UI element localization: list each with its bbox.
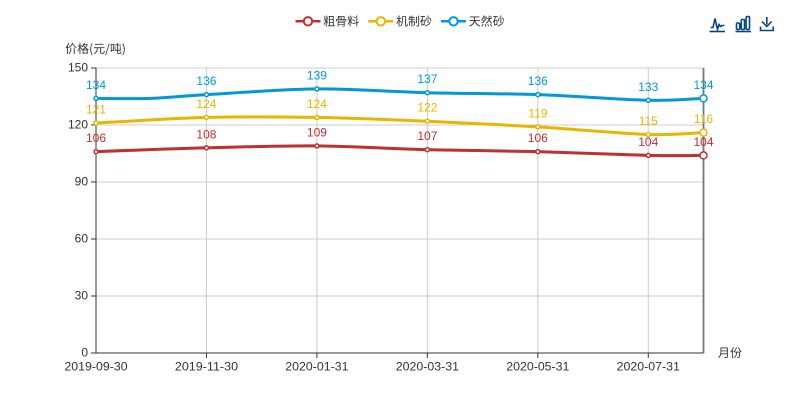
svg-text:107: 107 [417, 129, 437, 143]
svg-text:2020-01-31: 2020-01-31 [285, 360, 349, 374]
svg-text:30: 30 [75, 288, 89, 302]
svg-text:136: 136 [528, 74, 548, 88]
svg-text:108: 108 [196, 127, 216, 141]
svg-text:2020-05-31: 2020-05-31 [506, 360, 570, 374]
svg-text:134: 134 [693, 78, 713, 92]
svg-text:136: 136 [196, 74, 216, 88]
svg-text:124: 124 [196, 97, 216, 111]
svg-text:121: 121 [86, 103, 106, 117]
svg-text:139: 139 [307, 68, 327, 82]
svg-text:2020-03-31: 2020-03-31 [396, 360, 460, 374]
svg-text:150: 150 [68, 60, 88, 74]
svg-text:104: 104 [693, 135, 713, 149]
svg-text:106: 106 [528, 131, 548, 145]
svg-text:116: 116 [694, 112, 713, 126]
svg-text:119: 119 [528, 106, 547, 120]
svg-text:106: 106 [86, 131, 106, 145]
svg-text:115: 115 [639, 114, 658, 128]
svg-text:60: 60 [75, 231, 89, 245]
svg-text:2019-09-30: 2019-09-30 [64, 360, 128, 374]
svg-text:104: 104 [638, 135, 658, 149]
svg-text:133: 133 [638, 80, 658, 94]
svg-text:0: 0 [81, 345, 88, 359]
svg-text:120: 120 [68, 117, 88, 131]
svg-text:2020-07-31: 2020-07-31 [617, 360, 681, 374]
svg-text:124: 124 [307, 97, 327, 111]
svg-text:137: 137 [417, 72, 437, 86]
svg-text:90: 90 [75, 174, 89, 188]
svg-text:2019-11-30: 2019-11-30 [175, 360, 239, 374]
svg-text:134: 134 [86, 78, 106, 92]
svg-text:122: 122 [417, 101, 437, 115]
svg-text:109: 109 [307, 125, 327, 139]
